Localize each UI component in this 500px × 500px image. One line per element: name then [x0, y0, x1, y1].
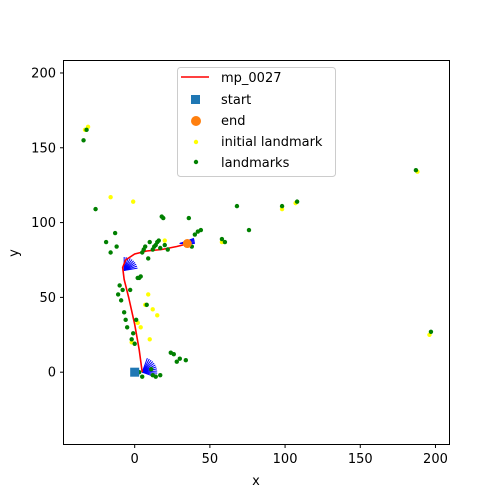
- landmark-point: [177, 356, 183, 361]
- landmark-point: [158, 372, 163, 378]
- landmark-point: [413, 168, 419, 173]
- landmark-point: [115, 292, 121, 297]
- legend-label-path: mp_0027: [221, 71, 282, 86]
- landmark-point: [121, 310, 127, 315]
- end-marker: [182, 239, 192, 249]
- landmark-point: [158, 245, 163, 251]
- landmark-point: [93, 206, 98, 212]
- y-tick-label: 0: [48, 366, 56, 381]
- landmark-point: [108, 250, 113, 255]
- landmark-point: [234, 203, 240, 209]
- legend-landmarks-swatch: [193, 159, 199, 165]
- landmark-point: [279, 203, 285, 209]
- landmark-point: [120, 287, 125, 293]
- initial-landmark-point: [130, 199, 136, 204]
- landmark-point: [114, 244, 119, 249]
- initial-landmark-point: [150, 307, 155, 312]
- initial-landmark-point: [108, 194, 113, 200]
- landmark-point: [192, 232, 198, 237]
- x-tick-label: 100: [273, 452, 298, 467]
- landmark-point: [149, 366, 154, 372]
- trajectory-line: [121, 242, 190, 373]
- x-axis-label: x: [252, 474, 260, 489]
- landmark-point: [246, 227, 252, 233]
- landmark-point: [129, 337, 134, 342]
- heading-arrow: [141, 357, 148, 373]
- landmark-point: [171, 352, 176, 357]
- marks-layer: [81, 124, 434, 379]
- y-tick-label: 100: [31, 216, 56, 231]
- landmark-point: [132, 341, 137, 346]
- initial-landmark-point: [146, 292, 151, 297]
- legend-label-landmarks: landmarks: [221, 156, 290, 171]
- landmark-point: [186, 215, 192, 221]
- legend-end-swatch: [191, 116, 201, 126]
- landmark-point: [143, 244, 148, 249]
- start-marker: [130, 367, 140, 377]
- landmark-point: [138, 274, 143, 279]
- landmark-point: [219, 236, 225, 242]
- landmark-point: [165, 247, 170, 252]
- landmark-point: [146, 256, 151, 261]
- legend-start-swatch: [191, 95, 200, 104]
- landmark-point: [428, 329, 434, 334]
- x-tick-label: 200: [423, 452, 448, 467]
- landmark-point: [140, 374, 145, 379]
- landmark-point: [123, 317, 128, 323]
- landmark-point: [147, 239, 152, 245]
- plot-frame: [63, 60, 450, 445]
- landmark-point: [130, 331, 136, 336]
- legend-label-initial-landmark: initial landmark: [221, 135, 323, 150]
- landmark-point: [103, 239, 109, 245]
- initial-landmark-point: [162, 238, 167, 243]
- legend-label-end: end: [221, 114, 246, 129]
- x-tick-label: 50: [202, 452, 219, 467]
- x-tick-label: 0: [131, 452, 139, 467]
- y-tick-label: 150: [31, 141, 56, 156]
- landmark-point: [133, 317, 139, 323]
- landmark-point: [162, 242, 167, 248]
- landmark-point: [183, 358, 189, 363]
- landmark-point: [294, 199, 300, 204]
- landmark-point: [124, 325, 130, 330]
- legend: mp_0027 start end initial landmark landm…: [177, 67, 336, 177]
- initial-landmark-point: [138, 325, 143, 330]
- landmark-point: [112, 230, 118, 236]
- landmark-point: [153, 374, 158, 379]
- y-tick-label: 50: [39, 291, 56, 306]
- landmark-point: [198, 227, 204, 233]
- landmark-point: [118, 298, 124, 303]
- y-axis-label: y: [7, 249, 22, 257]
- landmark-point: [81, 138, 86, 143]
- landmark-point: [174, 359, 179, 364]
- legend-label-start: start: [221, 93, 251, 108]
- ticks-layer: 0 50 100 150 200 0 50 100 150 200: [31, 66, 448, 467]
- landmark-point: [127, 287, 133, 293]
- landmark-point: [161, 215, 166, 221]
- landmark-point: [156, 238, 161, 243]
- initial-landmark-point: [147, 337, 152, 342]
- landmark-point: [117, 283, 122, 288]
- initial-landmark-point: [155, 313, 160, 318]
- legend-initial-landmark-swatch: [193, 139, 199, 145]
- legend-box: [177, 67, 336, 177]
- landmark-point: [84, 127, 89, 133]
- x-tick-label: 150: [348, 452, 373, 467]
- landmark-point: [144, 302, 149, 308]
- y-tick-label: 200: [31, 66, 56, 81]
- landmark-point: [222, 239, 228, 245]
